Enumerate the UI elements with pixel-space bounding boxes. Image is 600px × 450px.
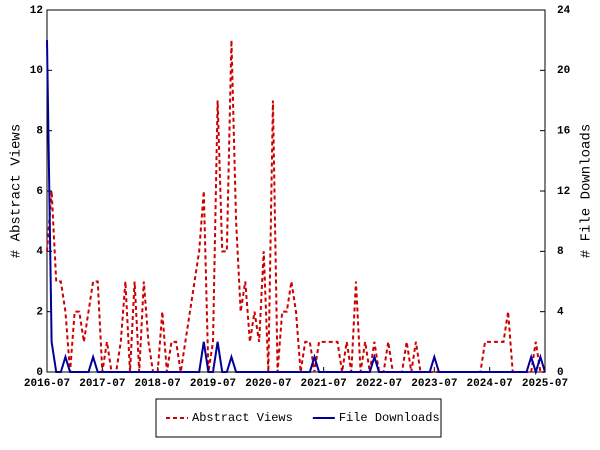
series-line: [46, 40, 545, 373]
series-line: [46, 40, 546, 376]
y-tick-label: 12: [30, 5, 43, 17]
x-tick-label: 2016-07: [24, 378, 70, 390]
y2-tick-label: 4: [557, 307, 564, 319]
x-tick-label: 2020-07: [245, 378, 291, 390]
y-tick-label: 6: [36, 186, 43, 198]
y-tick-label: 0: [36, 367, 43, 379]
y2-tick-label: 0: [557, 367, 564, 379]
legend-label: File Downloads: [339, 411, 440, 425]
y-axis-title: # Abstract Views: [9, 124, 25, 258]
x-tick-label: 2024-07: [467, 378, 513, 390]
x-tick-label: 2025-07: [522, 378, 568, 390]
x-tick-label: 2017-07: [79, 378, 125, 390]
y2-tick-label: 12: [557, 186, 570, 198]
x-tick-label: 2022-07: [356, 378, 402, 390]
y-tick-label: 10: [30, 65, 43, 77]
legend-label: Abstract Views: [192, 411, 293, 425]
y-tick-label: 8: [36, 126, 43, 138]
y2-tick-label: 8: [557, 246, 564, 258]
y2-tick-label: 20: [557, 65, 570, 77]
legend-box: [155, 398, 442, 438]
x-tick-label: 2023-07: [411, 378, 457, 390]
y-tick-label: 4: [36, 246, 43, 258]
y2-tick-label: 24: [557, 5, 571, 17]
x-tick-label: 2019-07: [190, 378, 236, 390]
y-tick-label: 2: [36, 307, 43, 319]
y2-axis-title: # File Downloads: [579, 124, 595, 258]
y2-tick-label: 16: [557, 126, 570, 138]
x-tick-label: 2018-07: [135, 378, 181, 390]
x-tick-label: 2021-07: [301, 378, 347, 390]
